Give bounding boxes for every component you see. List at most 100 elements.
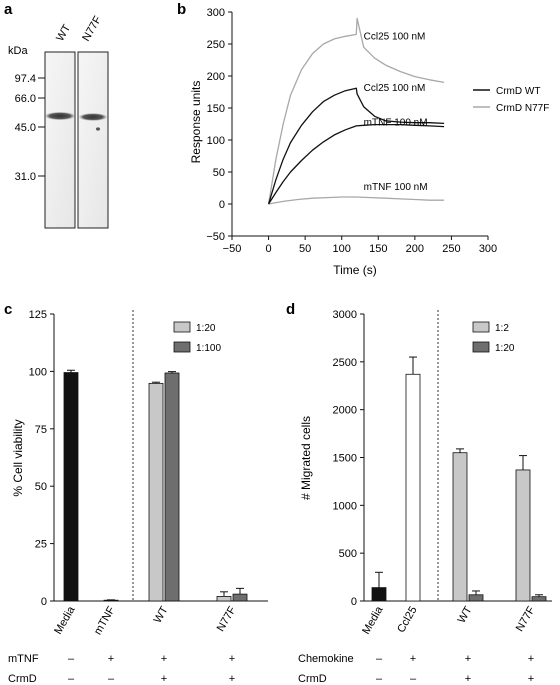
y-tick-label: 1500 — [333, 453, 357, 465]
bar — [531, 596, 547, 602]
x-tick-label: 200 — [406, 243, 424, 255]
x-tick-label: 50 — [299, 243, 311, 255]
bar — [164, 372, 180, 602]
condition-mark: + — [108, 653, 114, 665]
bar — [232, 593, 248, 602]
panel-letter-d: d — [286, 301, 295, 318]
y-tick-label: 125 — [29, 309, 47, 321]
y-tick-label: 500 — [339, 548, 357, 560]
series-line — [268, 196, 445, 205]
marker-label-31: 31.0 — [15, 171, 36, 183]
lane-label-wt: WT — [54, 22, 73, 43]
curve-label: mTNF 100 nM — [364, 182, 428, 193]
y-tick-label: 300 — [207, 7, 225, 19]
y-tick-label: 3000 — [333, 309, 357, 321]
legend-label: 1:20 — [495, 343, 515, 354]
y-tick-label: −50 — [206, 231, 225, 243]
sensorgram-y-axis-title: Response units — [189, 81, 203, 164]
category-label: N77F — [514, 604, 538, 634]
y-tick-label: 100 — [207, 135, 225, 147]
legend-label: 1:2 — [495, 323, 509, 334]
condition-mark: + — [229, 653, 235, 665]
y-tick-label: 250 — [207, 39, 225, 51]
legend-label: CrmD WT — [496, 86, 540, 97]
condition-mark: + — [410, 653, 416, 665]
y-tick-label: 2000 — [333, 405, 357, 417]
viability-y-axis-title: % Cell viability — [11, 419, 25, 496]
condition-mark: – — [68, 653, 75, 665]
panel-d: d 0 500 1000 1500 2000 2500 3000 Media Ccl25 WT N7… — [286, 301, 552, 685]
kda-unit-label: kDa — [8, 45, 28, 57]
panel-letter-b: b — [177, 1, 186, 18]
condition-mark: – — [376, 653, 383, 665]
category-label: WT — [152, 604, 171, 625]
panel-b: b −50 0 50 100 150 200 250 300 −50 0 50 100 150 200 25… — [177, 1, 549, 277]
y-tick-label: 50 — [213, 167, 225, 179]
bar — [148, 382, 164, 602]
category-label: Ccl25 — [395, 605, 419, 635]
y-tick-label: 1000 — [333, 500, 357, 512]
legend-label: CrmD N77F — [496, 103, 549, 114]
x-tick-label: 0 — [266, 243, 272, 255]
gel-band-n77f — [79, 113, 107, 121]
condition-mark: + — [229, 673, 235, 685]
curve-label: Ccl25 100 nM — [364, 32, 426, 43]
legend-swatch — [472, 341, 490, 353]
series-line — [267, 87, 445, 205]
condition-label: CrmD — [298, 673, 327, 685]
bar — [468, 594, 484, 602]
bar — [452, 452, 468, 602]
panel-letter-a: a — [4, 1, 13, 18]
curve-label: mTNF 100 nM — [364, 117, 428, 128]
gel-lane-wt — [44, 51, 76, 229]
bar — [515, 469, 531, 602]
marker-ticks — [38, 77, 45, 177]
condition-mark: + — [465, 653, 471, 665]
legend-swatch — [173, 321, 191, 333]
y-tick-label: 150 — [207, 103, 225, 115]
condition-label: mTNF — [8, 653, 39, 665]
panel-a: a kDa WT N77F 97.4 66.0 45.0 31.0 — [4, 1, 109, 229]
sensorgram-lines — [267, 17, 445, 205]
legend-swatch — [173, 341, 191, 353]
gel-band-wt — [45, 112, 75, 120]
x-tick-label: 300 — [479, 243, 497, 255]
x-tick-label: −50 — [223, 243, 242, 255]
category-label: Media — [52, 604, 78, 637]
lane-label-n77f: N77F — [80, 14, 104, 44]
sensorgram-curve-labels: Ccl25 100 nM mTNF 100 nM Ccl25 100 nM mTNF … — [364, 32, 428, 193]
sensorgram-x-axis-title: Time (s) — [333, 263, 377, 277]
condition-mark: + — [161, 673, 167, 685]
legend-label: 1:100 — [196, 343, 221, 354]
condition-mark: + — [528, 653, 534, 665]
x-tick-label: 150 — [369, 243, 387, 255]
viability-chart: 0 25 50 75 100 125 Media mTNF WT N77F mTNF – + + + CrmD… — [8, 309, 268, 685]
bar — [371, 587, 387, 602]
migration-chart: 0 500 1000 1500 2000 2500 3000 Media Ccl25 WT N77F… — [298, 309, 552, 685]
y-tick-label: 75 — [35, 424, 47, 436]
condition-mark: + — [465, 673, 471, 685]
y-tick-label: 0 — [219, 199, 225, 211]
category-label: mTNF — [92, 604, 118, 637]
condition-mark: + — [161, 653, 167, 665]
series-line — [267, 17, 445, 205]
condition-mark: – — [108, 673, 115, 685]
category-label: Media — [360, 604, 386, 637]
y-tick-label: 2500 — [333, 357, 357, 369]
marker-label-66: 66.0 — [15, 93, 36, 105]
marker-label-45: 45.0 — [15, 122, 36, 134]
category-label: WT — [456, 604, 475, 625]
x-tick-label: 100 — [333, 243, 351, 255]
legend-swatch — [472, 321, 490, 333]
legend-label: 1:20 — [196, 323, 216, 334]
gel-dot-n77f — [96, 127, 100, 131]
category-label: N77F — [215, 604, 239, 634]
y-tick-label: 50 — [35, 481, 47, 493]
condition-mark: – — [68, 673, 75, 685]
y-tick-label: 100 — [29, 366, 47, 378]
series-line — [268, 123, 445, 205]
y-tick-label: 0 — [41, 596, 47, 608]
bar — [216, 596, 232, 602]
y-tick-label: 0 — [351, 596, 357, 608]
